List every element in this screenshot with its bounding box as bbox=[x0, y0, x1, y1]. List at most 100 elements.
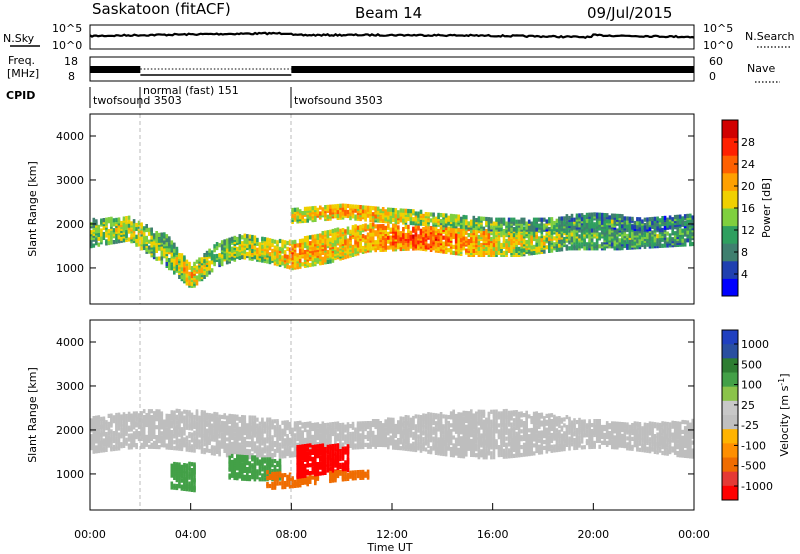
velocity-cell bbox=[256, 455, 259, 460]
power-cell bbox=[583, 214, 586, 220]
power-cell bbox=[293, 239, 297, 244]
power-cell bbox=[397, 245, 400, 250]
velocity-cell bbox=[404, 424, 408, 430]
velocity-cell bbox=[95, 427, 98, 432]
power-cell bbox=[603, 236, 606, 241]
power-cell bbox=[339, 211, 342, 216]
velocity-cell bbox=[253, 441, 257, 446]
velocity-cell bbox=[278, 442, 282, 447]
velocity-cell bbox=[381, 431, 385, 436]
power-cell bbox=[112, 228, 116, 233]
velocity-cell bbox=[281, 450, 284, 455]
nave-label: Nave bbox=[747, 62, 775, 75]
power-cell bbox=[225, 238, 229, 243]
power-cell bbox=[92, 243, 96, 248]
velocity-cell bbox=[160, 417, 164, 422]
power-cell bbox=[281, 239, 284, 244]
power-cell bbox=[339, 240, 342, 245]
power-cell bbox=[145, 224, 148, 229]
power-cell bbox=[198, 273, 201, 278]
power-cell bbox=[683, 222, 687, 227]
velocity-cell bbox=[427, 443, 430, 448]
power-cell bbox=[628, 216, 632, 221]
velocity-cell bbox=[271, 439, 274, 444]
power-cell bbox=[631, 224, 634, 229]
velocity-cell bbox=[165, 427, 169, 432]
power-cell bbox=[548, 217, 551, 222]
power-cell bbox=[563, 220, 566, 225]
velocity-cell bbox=[241, 415, 244, 420]
power-cell bbox=[689, 213, 692, 218]
velocity-cell bbox=[364, 421, 367, 426]
power-cell bbox=[160, 260, 164, 265]
power-cell bbox=[510, 246, 513, 251]
power-cell bbox=[324, 230, 327, 235]
velocity-cell bbox=[117, 412, 121, 417]
power-cell bbox=[633, 220, 637, 226]
power-cell bbox=[371, 212, 375, 217]
power-cell bbox=[334, 236, 337, 241]
velocity-cell bbox=[389, 423, 393, 428]
power-cell bbox=[500, 233, 503, 238]
velocity-cell bbox=[369, 442, 372, 447]
velocity-cell bbox=[246, 423, 249, 428]
power-colorbar-tick: 24 bbox=[741, 158, 755, 171]
power-cell bbox=[422, 227, 425, 232]
power-cell bbox=[457, 247, 460, 252]
power-cell bbox=[225, 260, 229, 265]
velocity-cell bbox=[281, 442, 284, 447]
power-cell bbox=[374, 230, 377, 235]
power-cell bbox=[291, 213, 294, 218]
power-cell bbox=[616, 213, 619, 218]
power-cell bbox=[329, 237, 332, 242]
power-cell bbox=[666, 217, 669, 222]
power-cell bbox=[575, 244, 579, 249]
power-cell bbox=[656, 222, 659, 227]
power-cell bbox=[502, 250, 506, 255]
power-cell bbox=[208, 260, 211, 265]
velocity-cell bbox=[422, 413, 425, 418]
power-cell bbox=[371, 228, 375, 233]
velocity-cell bbox=[97, 415, 101, 420]
velocity-cell bbox=[276, 438, 279, 443]
velocity-cell bbox=[183, 421, 186, 426]
power-cell bbox=[376, 224, 380, 229]
power-cell bbox=[465, 215, 468, 220]
power-cell bbox=[467, 221, 471, 226]
velocity-cell bbox=[258, 447, 262, 452]
power-cell bbox=[271, 248, 274, 253]
velocity-cell bbox=[336, 433, 340, 438]
velocity-cell bbox=[329, 422, 332, 427]
velocity-cell bbox=[339, 423, 342, 428]
velocity-cell bbox=[334, 435, 337, 440]
power-cell bbox=[339, 232, 342, 237]
power-cell bbox=[568, 246, 571, 251]
velocity-cell bbox=[160, 443, 164, 448]
velocity-cell bbox=[349, 437, 352, 442]
velocity-cell bbox=[225, 431, 229, 436]
power-cell bbox=[495, 221, 498, 226]
velocity-cell bbox=[223, 421, 226, 426]
velocity-cell bbox=[291, 451, 294, 456]
power-cell bbox=[97, 232, 101, 237]
power-cell bbox=[326, 214, 330, 219]
velocity-cell bbox=[311, 422, 315, 428]
power-cell bbox=[419, 209, 423, 214]
velocity-cell bbox=[210, 413, 214, 418]
velocity-cell bbox=[326, 436, 330, 441]
velocity-cell bbox=[92, 416, 96, 421]
velocity-cell bbox=[135, 429, 138, 434]
power-cell bbox=[653, 238, 657, 243]
power-cell bbox=[535, 217, 538, 222]
power-cell bbox=[223, 239, 226, 244]
power-cell bbox=[127, 219, 131, 224]
power-cell bbox=[321, 211, 325, 216]
velocity-cell bbox=[432, 442, 435, 447]
velocity-cell bbox=[379, 421, 382, 426]
power-cell bbox=[512, 233, 516, 238]
velocity-cell bbox=[105, 432, 108, 437]
velocity-cell bbox=[175, 424, 179, 429]
power-cell bbox=[145, 247, 148, 252]
power-cell bbox=[253, 245, 257, 250]
power-cell bbox=[246, 234, 249, 239]
